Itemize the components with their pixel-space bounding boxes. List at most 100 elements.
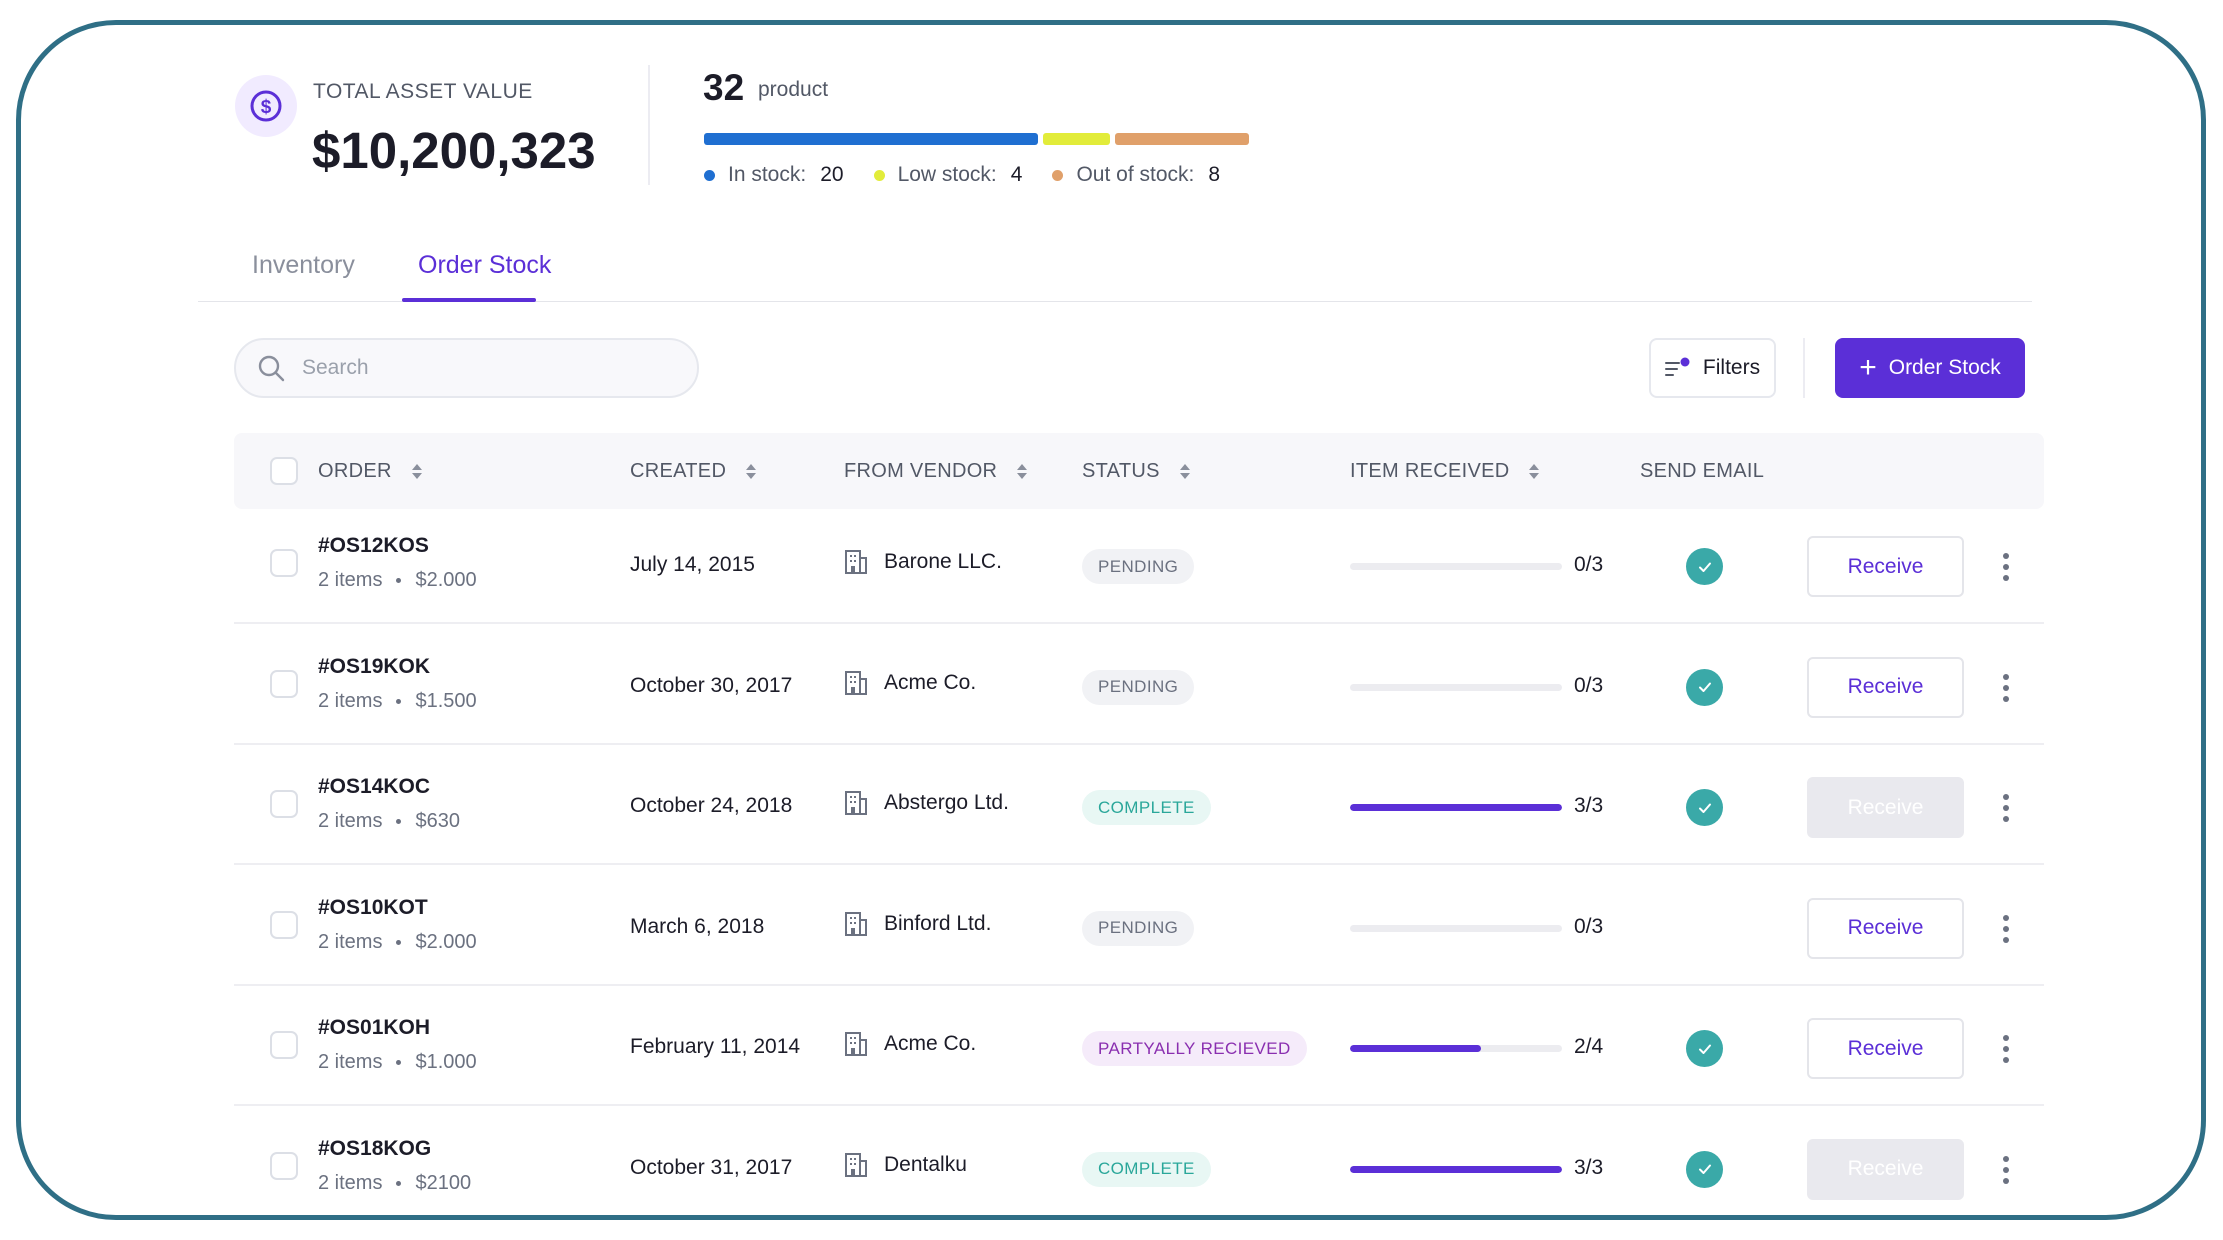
filters-button[interactable]: Filters bbox=[1649, 338, 1776, 398]
received-progress-bar bbox=[1350, 1165, 1562, 1173]
bullet-separator bbox=[396, 698, 402, 704]
app-frame: $ TOTAL ASSET VALUE $10,200,323 32 produ… bbox=[16, 20, 2206, 1220]
column-label: ORDER bbox=[318, 459, 392, 482]
receive-button[interactable]: Receive bbox=[1807, 897, 1964, 959]
tab-order-stock[interactable]: Order Stock bbox=[418, 251, 552, 279]
received-progress-bar bbox=[1350, 1045, 1562, 1052]
status-badge: PENDING bbox=[1082, 549, 1195, 584]
order-id[interactable]: #OS19KOK bbox=[318, 654, 431, 678]
received-count: 3/3 bbox=[1574, 794, 1604, 817]
status-badge: PENDING bbox=[1082, 910, 1195, 946]
receive-button[interactable]: Receive bbox=[1807, 1138, 1964, 1200]
order-meta: 2 items $2.000 bbox=[318, 569, 477, 592]
more-options-icon[interactable] bbox=[1996, 547, 2016, 587]
legend-label: Out of stock: bbox=[1076, 163, 1195, 186]
building-icon bbox=[845, 670, 867, 695]
order-id[interactable]: #OS14KOC bbox=[318, 775, 431, 798]
search-box[interactable] bbox=[234, 338, 699, 398]
active-tab-indicator bbox=[402, 298, 536, 302]
vendor-name: Acme Co. bbox=[884, 670, 977, 694]
receive-button[interactable]: Receive bbox=[1807, 656, 1964, 718]
order-items: 2 items bbox=[318, 1051, 383, 1073]
table-row[interactable]: #OS14KOC 2 items $630 October 24, 2018 Abste… bbox=[234, 750, 2044, 865]
received-progress-fill bbox=[1350, 1045, 1482, 1052]
order-meta: 2 items $1.500 bbox=[318, 690, 477, 713]
receive-button[interactable]: Receive bbox=[1807, 536, 1964, 597]
select-all-checkbox[interactable] bbox=[270, 457, 298, 485]
row-checkbox[interactable] bbox=[270, 1031, 298, 1059]
sort-icon[interactable] bbox=[1179, 463, 1190, 479]
more-options-icon[interactable] bbox=[1996, 1029, 2016, 1069]
column-label: STATUS bbox=[1082, 459, 1160, 482]
order-id[interactable]: #OS01KOH bbox=[318, 1016, 431, 1039]
legend-item: Low stock: 4 bbox=[873, 163, 1022, 187]
received-progress-bar bbox=[1350, 683, 1562, 691]
row-checkbox[interactable] bbox=[270, 910, 298, 939]
row-checkbox[interactable] bbox=[270, 669, 298, 698]
search-input[interactable] bbox=[302, 356, 682, 380]
order-items: 2 items bbox=[318, 930, 383, 953]
column-header-created[interactable]: CREATED bbox=[630, 433, 757, 509]
order-items: 2 items bbox=[318, 689, 383, 712]
created-date: July 14, 2015 bbox=[630, 553, 755, 576]
column-header-vendor[interactable]: FROM VENDOR bbox=[844, 433, 1028, 509]
check-icon bbox=[1686, 668, 1723, 706]
more-options-icon[interactable] bbox=[1996, 668, 2016, 708]
asset-value: $10,200,323 bbox=[312, 122, 596, 179]
column-header-item-received[interactable]: ITEM RECEIVED bbox=[1350, 433, 1540, 509]
status-badge: PENDING bbox=[1082, 669, 1195, 705]
sort-icon[interactable] bbox=[411, 463, 422, 479]
table-row[interactable]: #OS12KOS 2 items $2.000 July 14, 2015 Barone… bbox=[234, 509, 2044, 624]
more-options-icon[interactable] bbox=[1996, 909, 2016, 949]
legend-value: 8 bbox=[1208, 163, 1221, 186]
product-count: 32 bbox=[703, 67, 745, 108]
summary-divider bbox=[648, 65, 650, 185]
bullet-separator bbox=[396, 1060, 402, 1065]
legend-label: In stock: bbox=[728, 163, 807, 186]
table-row[interactable]: #OS10KOT 2 items $2.000 March 6, 2018 Binfor… bbox=[234, 871, 2044, 986]
order-id[interactable]: #OS10KOT bbox=[318, 895, 428, 919]
received-progress-bar bbox=[1350, 804, 1562, 811]
created-date: February 11, 2014 bbox=[630, 1035, 801, 1058]
dollar-circle-icon: $ bbox=[235, 75, 297, 137]
tab-inventory[interactable]: Inventory bbox=[252, 251, 355, 279]
table-row[interactable]: #OS19KOK 2 items $1.500 October 30, 2017 Acm… bbox=[234, 630, 2044, 745]
legend-dot bbox=[873, 169, 885, 181]
bullet-separator bbox=[396, 1180, 402, 1186]
column-header-status[interactable]: STATUS bbox=[1082, 433, 1190, 509]
order-amount: $630 bbox=[415, 810, 460, 832]
sort-icon[interactable] bbox=[1529, 463, 1540, 479]
received-progress-bar bbox=[1350, 563, 1562, 570]
more-options-icon[interactable] bbox=[1996, 1150, 2016, 1190]
order-meta: 2 items $2100 bbox=[318, 1172, 471, 1195]
sort-icon[interactable] bbox=[1017, 463, 1028, 479]
receive-button[interactable]: Receive bbox=[1807, 777, 1964, 838]
order-meta: 2 items $2.000 bbox=[318, 931, 477, 954]
order-stock-button[interactable]: + Order Stock bbox=[1835, 338, 2025, 398]
row-checkbox[interactable] bbox=[270, 1151, 298, 1180]
building-icon bbox=[845, 791, 867, 815]
table-row[interactable]: #OS01KOH 2 items $1.000 February 11, 2014 Ac… bbox=[234, 991, 2044, 1106]
check-icon bbox=[1686, 548, 1723, 585]
vendor: Dentalku bbox=[844, 1152, 967, 1178]
more-options-icon[interactable] bbox=[1996, 788, 2016, 828]
order-items: 2 items bbox=[318, 569, 383, 591]
column-label: CREATED bbox=[630, 459, 727, 482]
order-amount: $1.500 bbox=[415, 689, 477, 712]
received-progress-fill bbox=[1350, 1165, 1562, 1173]
table-row[interactable]: #OS18KOG 2 items $2100 October 31, 2017 Dent… bbox=[234, 1112, 2044, 1216]
order-stock-label: Order Stock bbox=[1888, 356, 2001, 379]
order-id[interactable]: #OS12KOS bbox=[318, 534, 429, 557]
building-icon bbox=[845, 1032, 867, 1056]
column-header-order[interactable]: ORDER bbox=[318, 433, 422, 509]
receive-button[interactable]: Receive bbox=[1807, 1018, 1964, 1079]
vendor: Barone LLC. bbox=[844, 549, 1002, 575]
vendor-name: Dentalku bbox=[884, 1152, 967, 1176]
order-items: 2 items bbox=[318, 1171, 383, 1194]
legend-item: In stock: 20 bbox=[704, 163, 844, 187]
sort-icon[interactable] bbox=[746, 463, 757, 479]
row-checkbox[interactable] bbox=[270, 790, 298, 818]
order-id[interactable]: #OS18KOG bbox=[318, 1136, 432, 1160]
row-checkbox[interactable] bbox=[270, 549, 298, 577]
created-date: October 31, 2017 bbox=[630, 1155, 793, 1179]
